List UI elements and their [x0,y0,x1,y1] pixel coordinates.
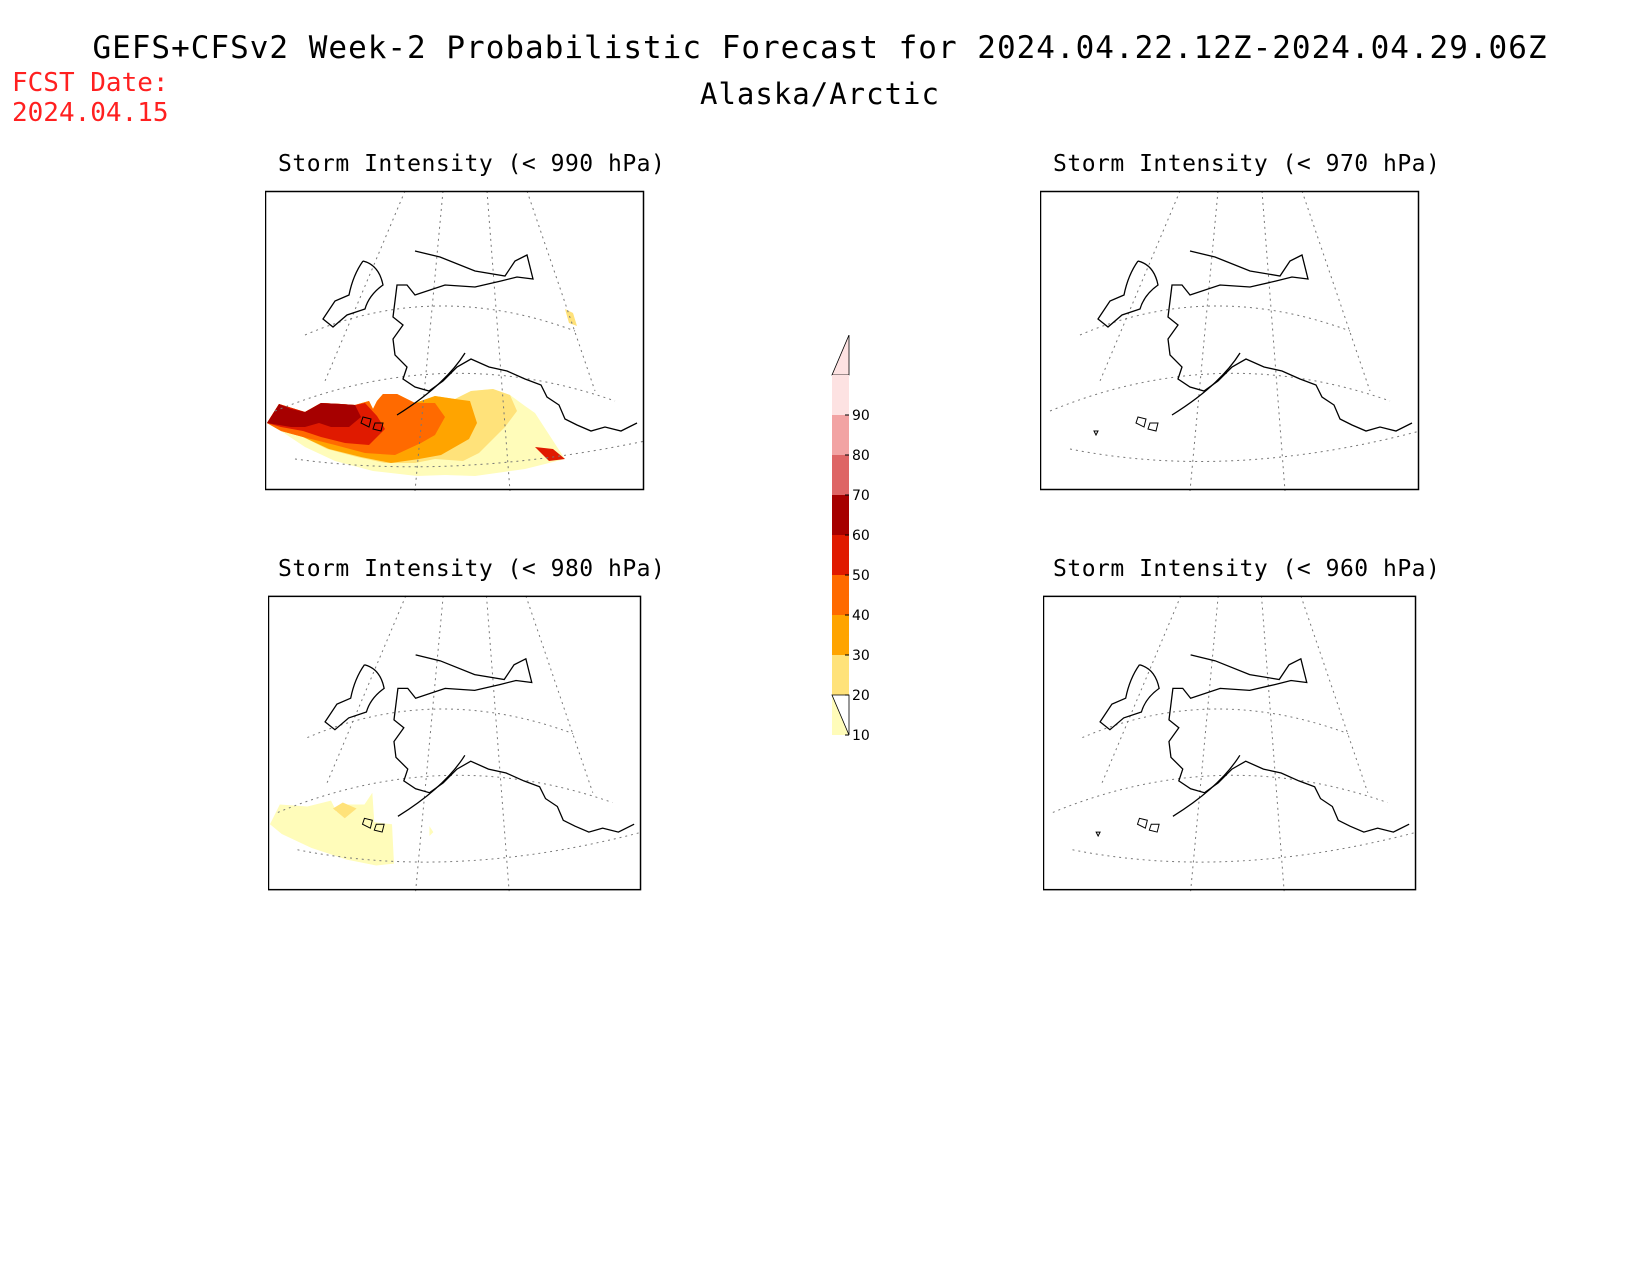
probability-shading-980 [269,792,434,866]
panel-frame-990 [265,190,645,491]
alaska-peninsula-960 [1172,754,1241,817]
panel-title-980: Storm Intensity (< 980 hPa) [278,556,666,582]
islands-960 [1095,817,1160,838]
colorbar-segment [832,615,849,655]
forecast-date-value: 2024.04.15 [12,98,169,128]
colorbar-tick-label: 40 [852,608,870,624]
colorbar-tick-label: 10 [852,728,870,744]
colorbar-segment [832,495,849,535]
islands-990 [360,416,384,432]
map-panel-980 [268,595,642,892]
panel-frame-970 [1040,190,1420,491]
map-panel-970 [1040,190,1420,492]
colorbar-segment [832,415,849,455]
colorbar-segment [832,375,849,415]
colorbar-segment [832,535,849,575]
colorbar-bottom-arrow [831,694,850,736]
graticule-980 [277,595,642,892]
colorbar-segment [832,575,849,615]
main-title: GEFS+CFSv2 Week-2 Probabilistic Forecast… [92,30,1548,66]
colorbar-tick-label: 70 [852,488,870,504]
colorbar-tick-label: 90 [852,408,870,424]
alaska-coastline-990 [322,250,638,432]
islands-980 [361,817,385,833]
colorbar-tick-label: 20 [852,688,870,704]
islands-970 [1093,416,1159,437]
graticule-990 [274,190,645,492]
panel-title-970: Storm Intensity (< 970 hPa) [1053,151,1441,177]
alaska-coastline-960 [1099,654,1410,833]
colorbar-segment [832,455,849,495]
map-panel-990 [265,190,645,492]
alaska-peninsula-980 [397,754,466,817]
panel-frame-980 [268,595,642,891]
alaska-peninsula-990 [396,352,466,416]
colorbar-tick-label: 60 [852,528,870,544]
graticule-960 [1052,595,1417,892]
colorbar-tick-label: 50 [852,568,870,584]
colorbar-segment [832,655,849,695]
region-subtitle: Alaska/Arctic [700,77,940,111]
alaska-coastline-970 [1097,250,1413,432]
probability-colorbar: 10 20 30 40 50 60 70 80 90 [831,335,870,744]
panel-frame-960 [1043,595,1417,891]
colorbar-tick-label: 80 [852,448,870,464]
map-panel-960 [1043,595,1417,892]
graticule-970 [1049,190,1420,492]
alaska-peninsula-970 [1171,352,1241,416]
alaska-coastline-980 [324,654,635,833]
panel-title-960: Storm Intensity (< 960 hPa) [1053,556,1441,582]
forecast-date-label: FCST Date: [12,68,169,98]
colorbar-labels: 10 20 30 40 50 60 70 80 90 [845,408,870,744]
colorbar-tick-label: 30 [852,648,870,664]
probability-shading-990 [267,309,577,476]
colorbar-top-arrow [831,335,850,376]
panel-title-990: Storm Intensity (< 990 hPa) [278,151,666,177]
colorbar-segments [831,335,850,736]
